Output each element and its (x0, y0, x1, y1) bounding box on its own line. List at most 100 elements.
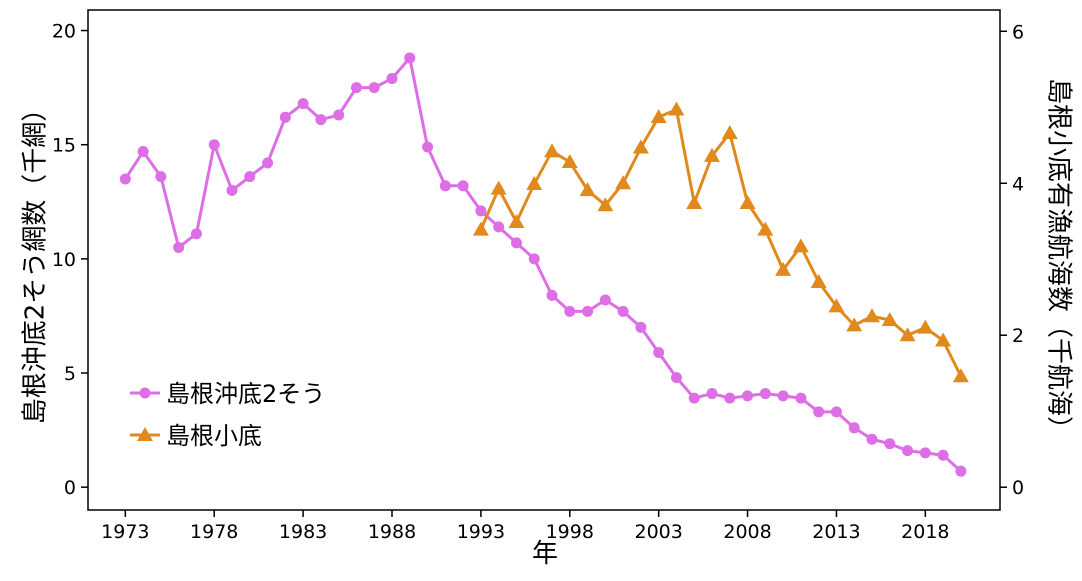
marker (952, 368, 969, 383)
x-tick-label: 1973 (101, 521, 149, 543)
marker (279, 111, 291, 123)
marker (724, 392, 736, 404)
marker (632, 139, 649, 154)
x-tick-label: 1983 (279, 521, 327, 543)
marker (635, 321, 647, 333)
marker (777, 390, 789, 402)
marker (262, 157, 274, 169)
marker (599, 294, 611, 306)
x-tick-label: 2003 (634, 521, 682, 543)
marker (846, 317, 863, 332)
marker (528, 253, 540, 265)
y-tick-label: 0 (64, 477, 76, 499)
marker (775, 261, 792, 276)
marker (493, 221, 505, 233)
marker (226, 184, 238, 196)
marker (955, 465, 967, 477)
y2-tick-label: 4 (1012, 173, 1024, 195)
y-tick-label: 5 (64, 363, 76, 385)
marker (368, 82, 380, 94)
marker (173, 241, 185, 253)
marker (919, 447, 931, 459)
y2-tick-label: 2 (1012, 325, 1024, 347)
marker (830, 406, 842, 418)
marker (917, 319, 934, 334)
marker (119, 173, 131, 185)
marker (546, 289, 558, 301)
marker (795, 392, 807, 404)
marker (579, 182, 596, 197)
x-tick-label: 2013 (812, 521, 860, 543)
marker (582, 305, 594, 317)
marker (792, 238, 809, 253)
marker (810, 274, 827, 289)
x-tick-label: 2018 (901, 521, 949, 543)
marker (297, 98, 309, 110)
marker (422, 141, 434, 153)
x-tick-label: 2008 (723, 521, 771, 543)
marker (472, 221, 489, 236)
marker (208, 139, 220, 151)
marker (457, 180, 469, 192)
x-axis-label: 年 (532, 539, 558, 569)
marker (742, 390, 754, 402)
y-tick-label: 10 (52, 249, 76, 271)
marker (544, 143, 560, 158)
marker (813, 406, 825, 418)
marker (190, 228, 202, 240)
marker (670, 372, 682, 384)
plot-frame (87, 9, 1001, 511)
marker (653, 346, 665, 358)
marker (561, 153, 578, 168)
marker (848, 422, 860, 434)
marker (617, 305, 629, 317)
marker (828, 298, 845, 313)
y-axis-label: 島根沖底2そう網数（千網） (21, 96, 51, 425)
legend-label: 島根沖底2そう (166, 380, 325, 408)
marker (333, 109, 345, 121)
marker (935, 332, 952, 347)
y2-tick-label: 6 (1012, 21, 1024, 43)
marker (564, 305, 576, 317)
marker (759, 388, 771, 400)
x-tick-label: 1988 (368, 521, 416, 543)
marker (510, 237, 522, 249)
series-line (479, 107, 963, 377)
marker (155, 171, 167, 183)
marker (688, 392, 700, 404)
marker (884, 438, 896, 450)
marker (139, 387, 151, 399)
marker (137, 427, 153, 441)
marker (350, 82, 362, 94)
marker (439, 180, 451, 192)
marker (244, 171, 256, 183)
y-tick-label: 15 (52, 135, 76, 157)
marker (650, 109, 667, 124)
x-tick-label: 1978 (190, 521, 238, 543)
marker (704, 147, 720, 162)
marker (899, 327, 916, 342)
x-tick-label: 1993 (457, 521, 505, 543)
x-tick-label: 1998 (546, 521, 594, 543)
marker (686, 195, 703, 210)
marker (597, 197, 614, 212)
marker (902, 445, 914, 457)
marker (508, 214, 525, 229)
marker (404, 52, 416, 64)
marker (866, 433, 878, 445)
marker (315, 114, 327, 126)
marker (937, 449, 949, 461)
marker (615, 175, 632, 190)
marker (757, 221, 774, 236)
marker (137, 146, 149, 158)
marker (706, 388, 718, 400)
marker (490, 180, 507, 195)
y2-tick-label: 0 (1012, 477, 1024, 499)
marker (864, 308, 880, 323)
marker (475, 205, 487, 217)
marker (668, 101, 685, 116)
marker (721, 125, 738, 140)
marker (386, 72, 398, 84)
marker (526, 176, 543, 191)
